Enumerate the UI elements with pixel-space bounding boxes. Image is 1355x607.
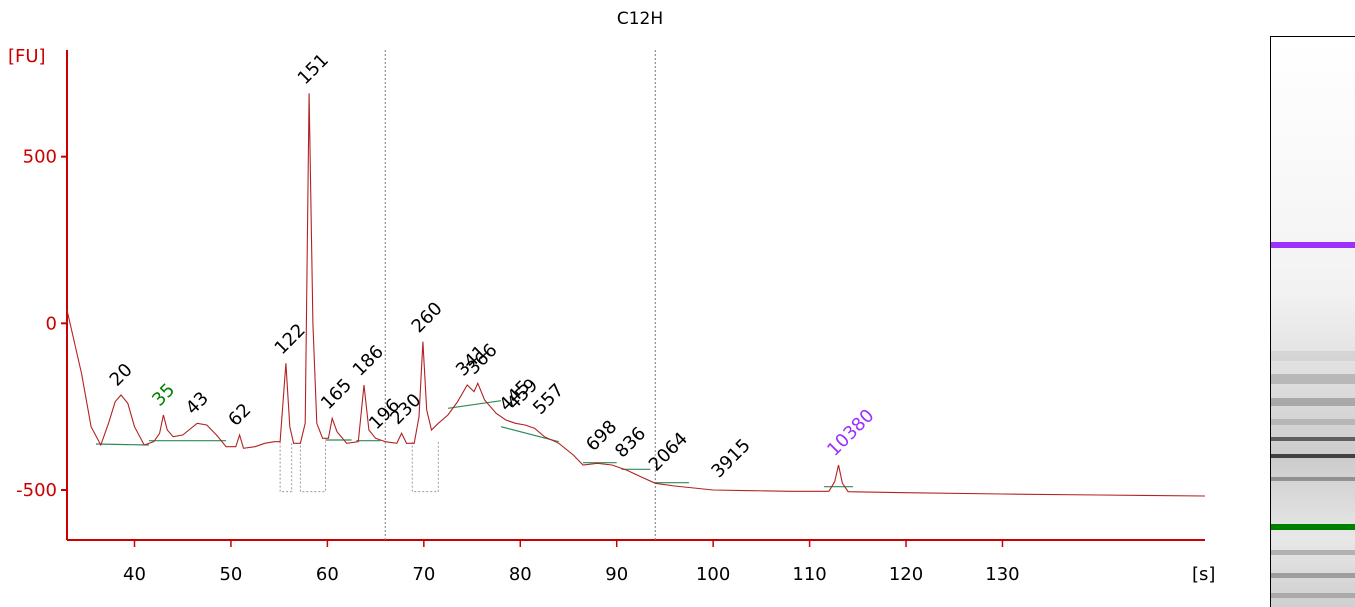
x-tick-label: 100 — [696, 564, 730, 585]
gel-band — [1271, 419, 1355, 425]
x-tick-label: 90 — [605, 564, 628, 585]
gel-band — [1271, 351, 1355, 361]
peak-label: 62 — [224, 399, 255, 430]
dropout-region — [299, 441, 326, 493]
peak-baseline — [447, 400, 502, 409]
peak-label: 3915 — [707, 435, 754, 482]
y-tick-label: 500 — [23, 147, 57, 168]
peak-label: 10380 — [823, 405, 878, 460]
x-tick-label: 110 — [792, 564, 826, 585]
x-tick-label: 80 — [509, 564, 532, 585]
x-tick-label: 70 — [412, 564, 435, 585]
peak-label: 186 — [349, 341, 388, 380]
peak-label: 151 — [294, 50, 333, 89]
gel-band — [1271, 437, 1355, 441]
x-tick-label: 40 — [123, 564, 146, 585]
gel-band — [1271, 242, 1355, 248]
electropherogram-chart: C12H [FU] [s] 500 0 -500 40 50 60 70 80 90 100 110… — [8, 9, 1215, 585]
y-tick-label: -500 — [16, 480, 57, 501]
gel-band — [1271, 550, 1355, 555]
peak-baseline — [95, 443, 149, 446]
x-tick-label: 120 — [889, 564, 923, 585]
gel-band — [1271, 573, 1355, 578]
peak-label: 122 — [271, 320, 310, 359]
peak-label: 35 — [148, 379, 179, 410]
dropout-region — [279, 441, 293, 493]
y-axis-label: [FU] — [8, 46, 46, 67]
gel-band — [1271, 374, 1355, 384]
peak-label: 165 — [317, 375, 356, 414]
gel-lane — [1270, 36, 1355, 607]
peak-label: 2064 — [645, 428, 692, 475]
y-tick-label: 0 — [46, 313, 57, 334]
peak-label: 260 — [408, 298, 447, 337]
chart-title: C12H — [617, 9, 663, 29]
gel-band — [1271, 398, 1355, 406]
peak-label: 20 — [106, 359, 137, 390]
gel-band — [1271, 593, 1355, 598]
gel-band — [1271, 454, 1355, 458]
x-tick-label: 50 — [219, 564, 242, 585]
gel-smear — [1271, 37, 1355, 607]
dropout-region — [411, 441, 439, 493]
x-tick-label: 130 — [985, 564, 1019, 585]
peak-label: 43 — [182, 388, 213, 419]
x-tick-label: 60 — [316, 564, 339, 585]
gel-band — [1271, 477, 1355, 481]
gel-band — [1271, 524, 1355, 530]
x-axis-label: [s] — [1192, 564, 1215, 585]
fluorescence-trace — [66, 93, 1206, 497]
